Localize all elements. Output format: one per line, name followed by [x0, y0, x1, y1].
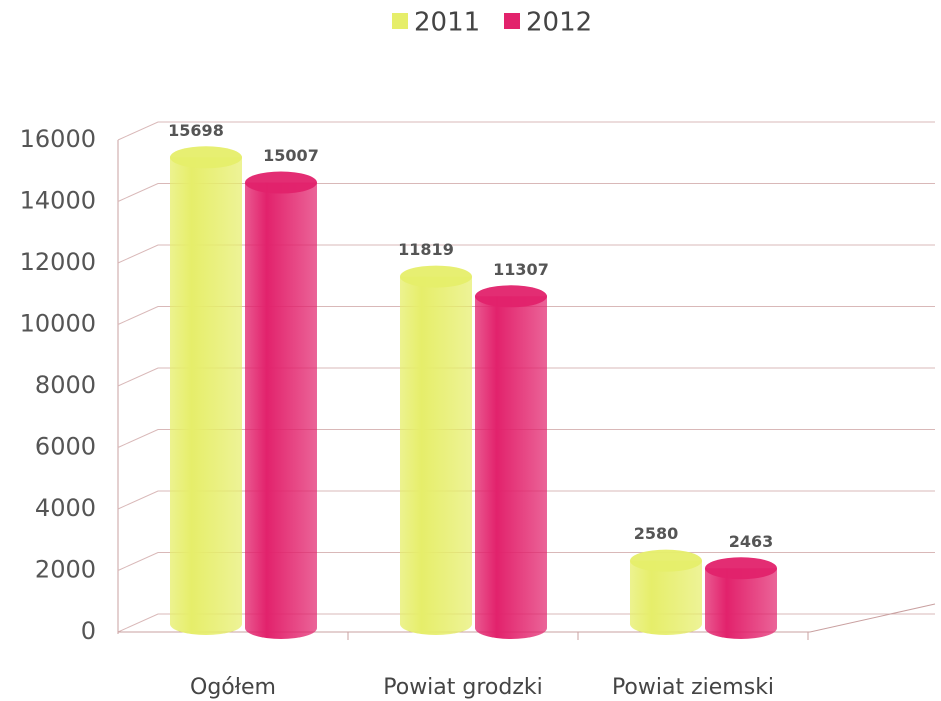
cylinder-body: [630, 560, 702, 635]
bar: [705, 557, 777, 639]
value-label: 15007: [263, 146, 319, 165]
cylinder-top: [170, 146, 242, 169]
x-tick-label: Powiat ziemski: [612, 675, 774, 700]
y-tick-label: 8000: [35, 371, 96, 399]
y-tick-label: 10000: [20, 310, 96, 338]
bar: [630, 549, 702, 635]
bar: [400, 265, 472, 635]
grid-line: [117, 429, 935, 448]
legend-label: 2012: [526, 8, 592, 38]
x-tick-label: Powiat grodzki: [383, 675, 543, 700]
grid-line: [117, 244, 935, 264]
cylinder-top: [400, 265, 472, 288]
cylinder-body: [400, 276, 472, 635]
cylinder-top: [245, 171, 317, 194]
legend-swatch: [504, 13, 520, 29]
value-label: 2463: [729, 532, 774, 551]
legend-label: 2011: [414, 8, 480, 38]
x-tick-label: Ogółem: [190, 675, 276, 700]
y-tick-label: 0: [81, 617, 96, 645]
cylinder-body: [475, 296, 547, 639]
legend-swatch: [392, 13, 408, 29]
y-tick-label: 2000: [35, 556, 96, 584]
value-label: 11819: [398, 240, 454, 259]
value-label: 15698: [168, 121, 224, 140]
grid-line: [117, 490, 935, 510]
cylinder-top: [630, 549, 702, 572]
bar: [245, 171, 317, 639]
grid-line: [117, 121, 935, 141]
y-tick-label: 6000: [35, 433, 96, 461]
cylinder-body: [170, 157, 242, 635]
y-tick-label: 16000: [20, 125, 96, 153]
cylinder-body: [245, 182, 317, 639]
grid-line: [117, 306, 935, 325]
cylinder-top: [705, 557, 777, 580]
floor-edge: [809, 603, 936, 633]
y-tick-label: 14000: [20, 187, 96, 215]
value-label: 2580: [634, 524, 679, 543]
value-label: 11307: [493, 260, 549, 279]
y-tick-label: 4000: [35, 494, 96, 522]
bar: [170, 146, 242, 635]
cylinder-body: [705, 568, 777, 639]
bar: [475, 285, 547, 639]
grid-line: [117, 367, 935, 387]
y-tick-label: 12000: [20, 248, 96, 276]
grid-line: [117, 183, 935, 202]
cylinder-top: [475, 285, 547, 308]
